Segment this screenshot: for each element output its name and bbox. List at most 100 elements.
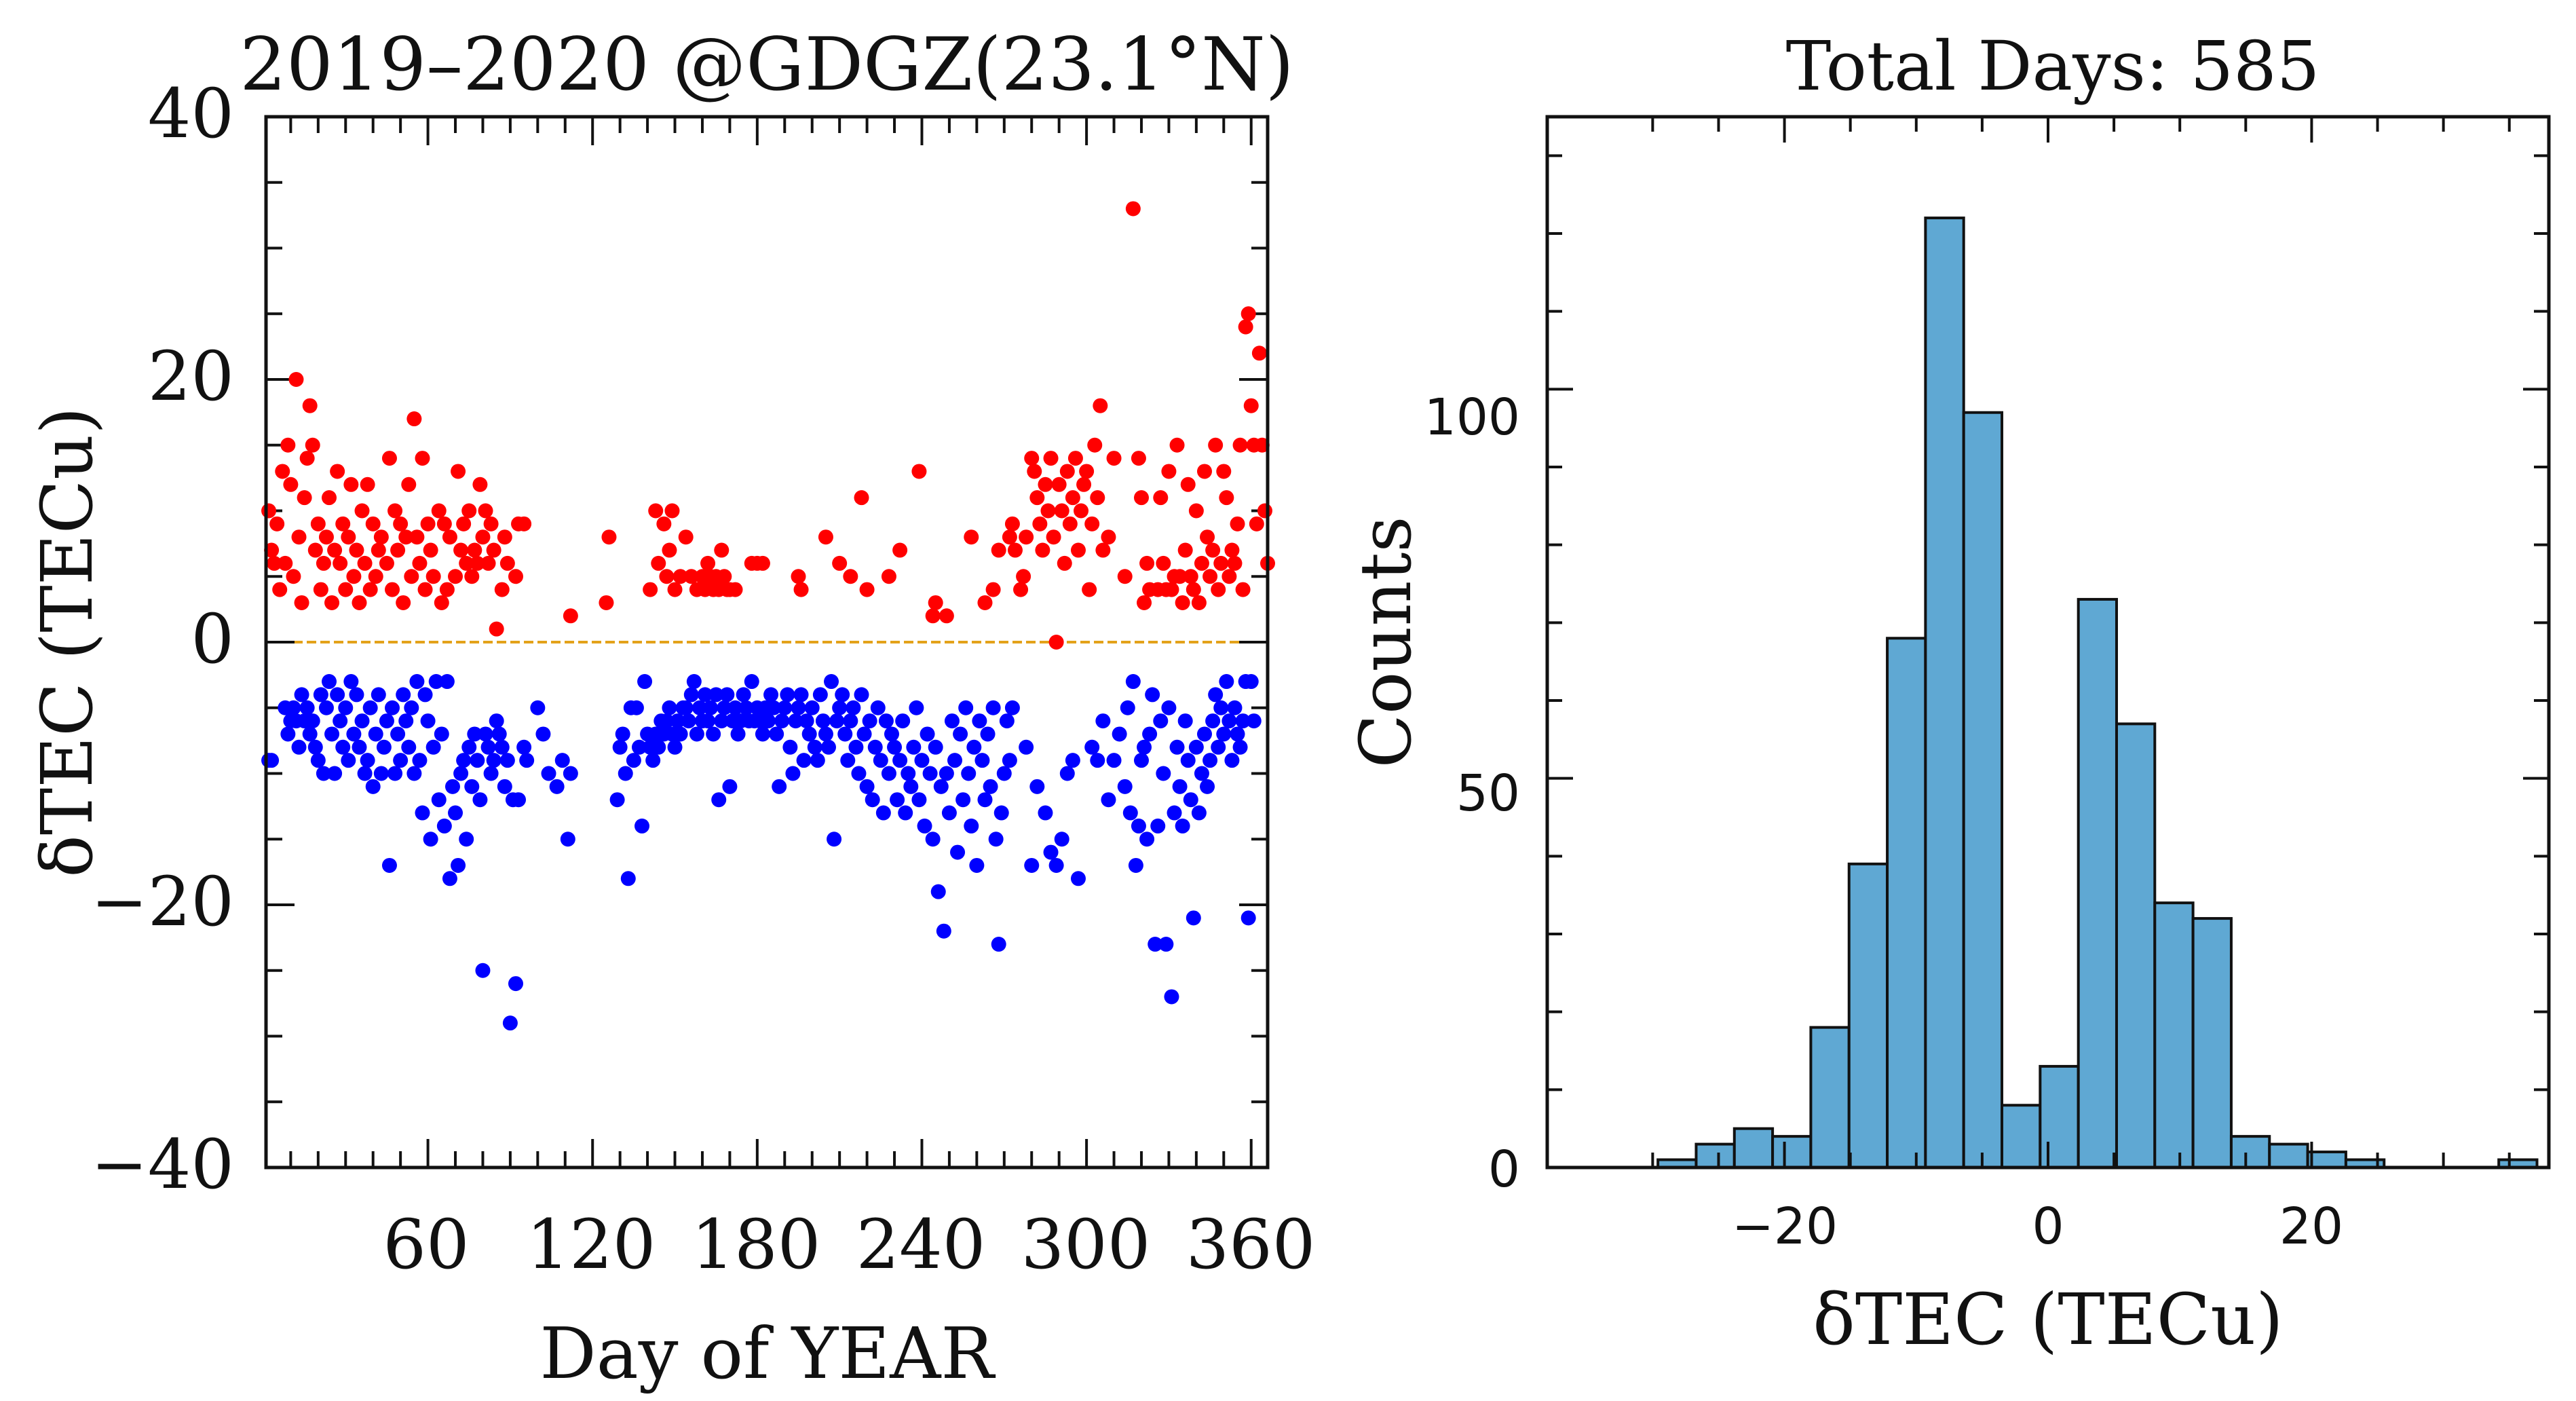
negative-dtec-point — [483, 766, 499, 781]
negative-dtec-point — [988, 832, 1004, 847]
positive-dtec-point — [461, 503, 477, 519]
positive-dtec-point — [330, 464, 345, 479]
histogram-xlabel: δTEC (TECu) — [1813, 1278, 2284, 1361]
positive-dtec-point — [1227, 555, 1243, 571]
negative-dtec-point — [670, 713, 685, 729]
negative-dtec-point — [1117, 779, 1133, 794]
positive-dtec-point — [1156, 555, 1171, 571]
negative-dtec-point — [829, 713, 845, 729]
negative-dtec-point — [961, 766, 977, 781]
negative-dtec-point — [1038, 805, 1053, 821]
negative-dtec-point — [667, 739, 683, 755]
negative-dtec-point — [631, 739, 647, 755]
positive-dtec-point — [651, 555, 666, 571]
positive-dtec-point — [291, 529, 307, 545]
positive-dtec-point — [480, 555, 496, 571]
negative-dtec-point — [497, 779, 512, 794]
histogram-bar — [2077, 597, 2118, 1169]
positive-dtec-point — [1074, 503, 1089, 519]
negative-dtec-point — [796, 753, 812, 768]
positive-dtec-point — [341, 529, 356, 545]
positive-dtec-point — [1200, 529, 1215, 545]
scatter-panel: 2019–2020 @GDGZ(23.1°N) 40 20 0 −20 −40 … — [26, 22, 1315, 1395]
negative-dtec-point — [1224, 753, 1240, 768]
negative-dtec-point — [406, 766, 422, 781]
negative-dtec-point — [368, 726, 383, 742]
negative-dtec-point — [939, 766, 954, 781]
negative-dtec-point — [494, 739, 510, 755]
negative-dtec-point — [1024, 857, 1040, 873]
positive-dtec-point — [881, 569, 896, 584]
negative-dtec-point — [1148, 937, 1163, 952]
positive-dtec-point — [322, 490, 337, 506]
negative-dtec-point — [958, 700, 974, 715]
negative-dtec-point — [1186, 910, 1201, 926]
negative-dtec-point — [417, 687, 433, 703]
negative-dtec-point — [459, 832, 474, 847]
negative-dtec-point — [815, 713, 831, 729]
positive-dtec-point — [843, 569, 858, 584]
negative-dtec-point — [662, 700, 677, 715]
negative-dtec-point — [451, 857, 466, 873]
negative-dtec-point — [846, 700, 861, 715]
positive-dtec-point — [1240, 306, 1256, 322]
negative-dtec-point — [499, 753, 515, 768]
negative-dtec-point — [824, 674, 839, 690]
negative-dtec-point — [357, 766, 373, 781]
positive-dtec-point — [1211, 582, 1226, 597]
negative-dtec-point — [898, 805, 913, 821]
scatter-title: 2019–2020 @GDGZ(23.1°N) — [240, 22, 1293, 107]
negative-dtec-point — [689, 726, 704, 742]
positive-dtec-point — [1180, 477, 1196, 492]
negative-dtec-point — [799, 713, 814, 729]
positive-dtec-point — [467, 542, 482, 558]
negative-dtec-point — [1196, 726, 1212, 742]
histogram-bar — [1771, 1135, 1813, 1169]
negative-dtec-point — [873, 753, 888, 768]
negative-dtec-point — [1043, 844, 1059, 860]
positive-dtec-point — [964, 529, 979, 545]
negative-dtec-point — [453, 766, 469, 781]
histogram-xtick-label-0: 0 — [2032, 1197, 2064, 1256]
negative-dtec-point — [835, 687, 850, 703]
positive-dtec-point — [1090, 490, 1105, 506]
negative-dtec-point — [851, 766, 867, 781]
negative-dtec-point — [393, 753, 409, 768]
negative-dtec-point — [1169, 739, 1185, 755]
negative-dtec-point — [991, 937, 1006, 952]
negative-dtec-point — [985, 700, 1001, 715]
histogram-bar — [2306, 1151, 2347, 1169]
positive-dtec-point — [299, 451, 315, 466]
positive-dtec-point — [1029, 490, 1045, 506]
scatter-xtick-label-240: 240 — [856, 1205, 986, 1284]
negative-dtec-point — [1183, 792, 1198, 808]
positive-dtec-point — [1208, 437, 1224, 453]
negative-dtec-point — [856, 726, 872, 742]
positive-dtec-point — [791, 569, 806, 584]
negative-dtec-point — [362, 700, 378, 715]
negative-dtec-point — [609, 792, 625, 808]
negative-dtec-point — [1125, 674, 1141, 690]
negative-dtec-point — [549, 779, 565, 794]
positive-dtec-point — [343, 477, 359, 492]
positive-dtec-point — [456, 516, 472, 531]
positive-dtec-point — [1004, 516, 1020, 531]
negative-dtec-point — [772, 779, 787, 794]
positive-dtec-point — [431, 503, 447, 519]
negative-dtec-point — [1188, 739, 1204, 755]
positive-dtec-point — [1002, 529, 1017, 545]
histogram-bar — [1809, 1026, 1851, 1169]
negative-dtec-point — [763, 687, 779, 703]
scatter-xtick-label-60: 60 — [383, 1205, 469, 1284]
negative-dtec-point — [563, 766, 578, 781]
positive-dtec-point — [717, 569, 732, 584]
negative-dtec-point — [1048, 857, 1064, 873]
negative-dtec-point — [1142, 726, 1158, 742]
negative-dtec-point — [560, 832, 575, 847]
positive-dtec-point — [1038, 477, 1053, 492]
positive-dtec-point — [267, 555, 282, 571]
negative-dtec-point — [708, 687, 724, 703]
negative-dtec-point — [439, 674, 455, 690]
positive-dtec-point — [1257, 503, 1272, 519]
positive-dtec-point — [1051, 477, 1067, 492]
